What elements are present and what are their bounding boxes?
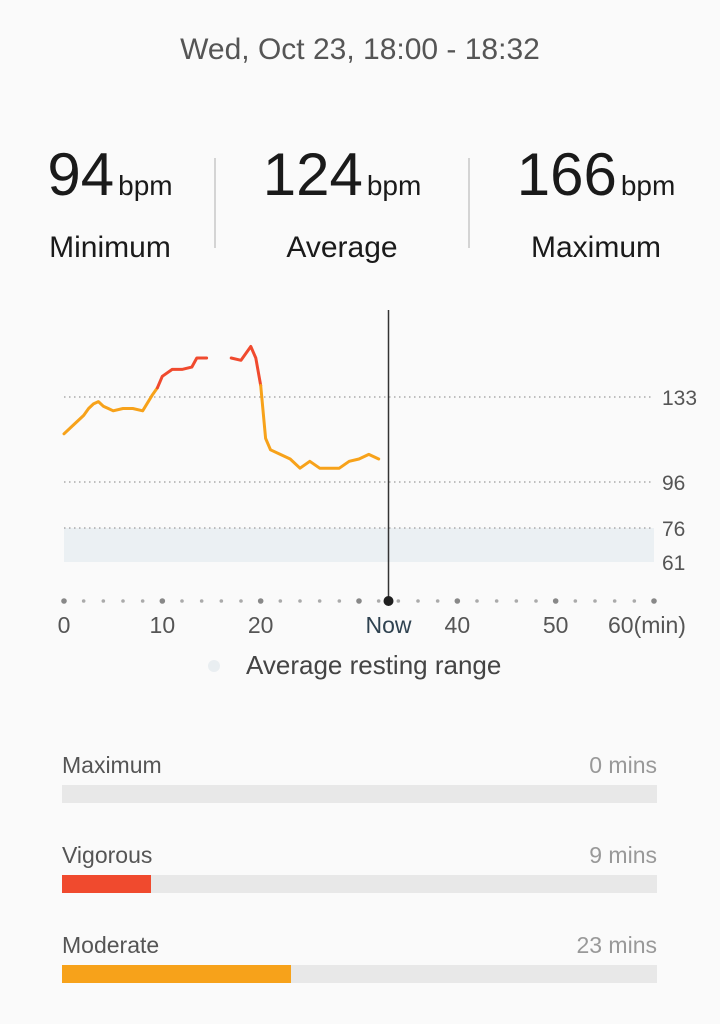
resting-range-label: Average resting range	[246, 650, 502, 680]
heart-rate-chart[interactable]: 133 96 76 61 0 10 20 Now 40 50 60(min)	[0, 300, 720, 645]
x-axis-dot	[552, 598, 559, 604]
x-tick-label: 0	[58, 612, 71, 638]
x-axis-dot	[337, 599, 342, 603]
x-axis-dot	[651, 598, 657, 604]
x-axis-dot	[257, 598, 264, 604]
average-value: 124	[262, 141, 363, 208]
zone-bar-fill	[62, 875, 152, 893]
maximum-stat: 166 bpm Maximum	[486, 140, 706, 265]
x-axis-dot	[278, 599, 283, 603]
heart-rate-line	[62, 386, 159, 436]
heart-rate-line	[155, 356, 209, 390]
maximum-value: 166	[516, 141, 617, 208]
zone-bar-track	[62, 785, 657, 803]
maximum-unit: bpm	[620, 170, 676, 201]
zone-minutes: 23 mins	[576, 932, 657, 958]
x-axis-dot	[494, 599, 499, 603]
date-range: Wed, Oct 23, 18:00 - 18:32	[180, 33, 540, 66]
x-axis-dot	[475, 599, 479, 603]
stat-divider	[214, 158, 216, 248]
average-stat: 124 bpm Average	[232, 140, 452, 265]
x-axis-dot	[199, 599, 204, 603]
now-label: Now	[365, 612, 411, 638]
y-tick-label: 133	[662, 387, 697, 410]
minimum-value: 94	[47, 141, 115, 208]
y-tick-label: 61	[662, 552, 685, 575]
average-unit: bpm	[366, 170, 422, 201]
x-axis-dot	[317, 599, 322, 603]
now-marker	[383, 596, 394, 606]
zone-bar-track	[62, 875, 657, 893]
x-tick-label: 10	[150, 612, 176, 638]
minimum-stat: 94 bpm Minimum	[0, 140, 220, 265]
x-axis-dot	[376, 599, 381, 603]
zone-bar-track	[62, 965, 657, 983]
x-axis-dot	[435, 599, 440, 603]
x-axis-dot	[593, 599, 597, 603]
x-axis-dot	[219, 599, 224, 603]
zone-minutes: 0 mins	[589, 752, 657, 778]
stat-divider	[468, 158, 470, 248]
x-axis-dot	[61, 598, 67, 604]
x-axis-dot	[298, 599, 302, 603]
x-axis-dot	[121, 599, 125, 603]
x-axis-dot	[239, 599, 243, 603]
zone-bar-fill	[62, 965, 292, 983]
x-axis-dot	[396, 599, 401, 603]
x-axis-dot	[416, 599, 420, 603]
resting-range-band	[64, 528, 654, 562]
zone-name: Maximum	[62, 752, 162, 778]
zone-minutes: 9 mins	[589, 842, 657, 868]
average-label: Average	[286, 231, 398, 264]
x-axis-dot	[81, 599, 86, 603]
maximum-label: Maximum	[530, 231, 661, 264]
y-tick-label: 96	[662, 472, 685, 495]
x-axis-dot	[356, 598, 362, 604]
zone-moderate: Moderate 23 mins	[62, 932, 657, 983]
heart-rate-line	[259, 384, 381, 470]
chart-legend: Average resting range	[208, 650, 501, 681]
minimum-label: Minimum	[49, 231, 171, 264]
zone-vigorous: Vigorous 9 mins	[62, 842, 657, 893]
x-axis-dot	[612, 599, 617, 603]
x-tick-label: 40	[445, 612, 471, 638]
x-axis-dot	[573, 599, 578, 603]
heart-rate-line	[229, 345, 263, 387]
x-tick-label: 20	[248, 612, 274, 638]
x-axis-dot	[514, 599, 519, 603]
zone-maximum: Maximum 0 mins	[62, 752, 657, 803]
x-axis-dot	[140, 599, 145, 603]
x-axis-dot	[159, 598, 166, 604]
x-axis-dot	[180, 599, 184, 603]
x-tick-label: 60(min)	[608, 612, 686, 638]
x-axis-dot	[454, 598, 461, 604]
resting-range-swatch	[208, 659, 220, 672]
x-tick-label: 50	[543, 612, 569, 638]
y-tick-label: 76	[662, 518, 685, 541]
minimum-unit: bpm	[118, 170, 173, 201]
x-axis-dot	[534, 599, 538, 603]
zone-name: Moderate	[62, 932, 160, 958]
x-axis-dot	[101, 599, 106, 603]
zone-name: Vigorous	[62, 842, 153, 868]
x-axis-dot	[632, 599, 637, 603]
